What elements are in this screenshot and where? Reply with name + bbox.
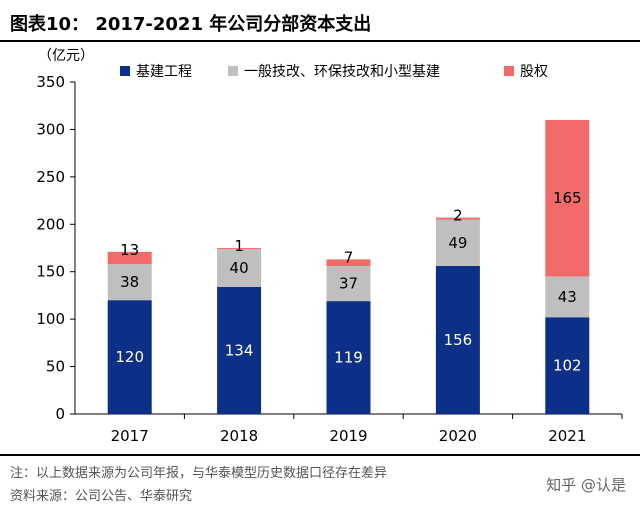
data-label: 102 [553, 357, 582, 375]
stacked-bar-chart: （亿元） 0 50 100 150 200 250 300 350 120 38 13 2017 134 4… [36, 48, 623, 445]
data-label: 13 [120, 241, 139, 259]
legend-swatch [504, 66, 514, 76]
data-label: 2 [453, 207, 463, 225]
figure-note: 注：以上数据来源为公司年报，与华泰模型历史数据口径存在差异 [10, 466, 388, 481]
bar-segment [217, 286, 262, 414]
y-axis-unit-label: （亿元） [38, 48, 94, 64]
data-label: 38 [120, 273, 139, 291]
data-label: 43 [558, 288, 577, 306]
bottom-rule [0, 454, 640, 456]
bar-segment [217, 248, 262, 287]
x-tick-label: 2017 [111, 427, 149, 445]
x-tick-label: 2020 [439, 427, 477, 445]
watermark: 知乎 @认是 [546, 476, 626, 494]
data-label: 37 [339, 275, 358, 293]
bar-segment [326, 301, 371, 414]
data-label: 120 [115, 348, 144, 366]
legend-label: 基建工程 [136, 63, 192, 80]
bar-segment [545, 119, 590, 277]
bar-segment [107, 264, 152, 301]
bar-segment [107, 300, 152, 414]
data-label: 1 [234, 237, 244, 255]
data-label: 134 [225, 341, 254, 359]
x-tick-label: 2018 [220, 427, 258, 445]
legend-swatch [120, 66, 130, 76]
bar-segment [435, 219, 480, 267]
y-tick-label: 250 [36, 168, 65, 186]
x-tick-label: 2021 [548, 427, 586, 445]
data-label: 119 [334, 349, 363, 367]
data-label: 49 [448, 234, 467, 252]
bar-segment [435, 266, 480, 414]
y-tick-label: 300 [36, 120, 65, 138]
title-bar: 图表10： 2017-2021 年公司分部资本支出 [0, 0, 640, 42]
bar-segment [326, 259, 371, 267]
figure-title: 图表10： 2017-2021 年公司分部资本支出 [10, 14, 372, 35]
bar-segment [107, 251, 152, 265]
y-tick-label: 50 [46, 358, 65, 376]
bar-segment [545, 276, 590, 318]
x-tick-label: 2019 [329, 427, 367, 445]
legend-label: 股权 [520, 64, 548, 80]
data-label: 40 [230, 259, 249, 277]
bar-segment [435, 217, 480, 220]
figure-source: 资料来源：公司公告、华泰研究 [10, 489, 193, 504]
data-label: 165 [553, 189, 582, 207]
bar-segment [217, 248, 262, 249]
data-label: 156 [444, 331, 473, 349]
bar-segment [545, 317, 590, 414]
y-tick-label: 200 [36, 215, 65, 233]
bar-segment [326, 266, 371, 302]
y-tick-label: 0 [55, 405, 65, 423]
legend-label: 一般技改、环保技改和小型基建 [244, 63, 440, 80]
y-tick-label: 350 [36, 73, 65, 91]
data-label: 7 [344, 248, 354, 266]
y-tick-label: 150 [36, 263, 65, 281]
y-tick-label: 100 [36, 310, 65, 328]
legend-swatch [228, 66, 238, 76]
